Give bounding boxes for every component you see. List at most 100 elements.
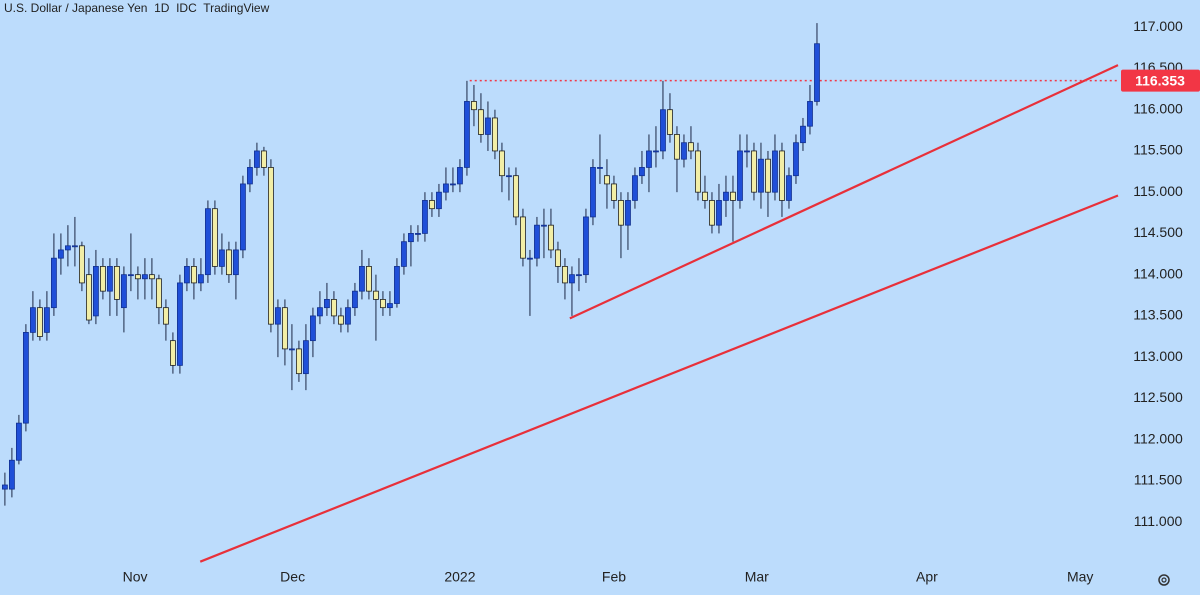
candle-body xyxy=(618,200,624,226)
candle-body xyxy=(457,167,463,185)
candle-body xyxy=(702,191,708,201)
y-tick-label: 114.500 xyxy=(1133,224,1183,240)
candle-body xyxy=(86,274,92,321)
candle-body xyxy=(352,290,358,309)
candle-body xyxy=(408,233,414,243)
candle-body xyxy=(37,307,43,337)
candle-body xyxy=(9,459,15,490)
candle-body xyxy=(310,315,316,342)
candle-body xyxy=(30,307,36,333)
candle-body xyxy=(373,290,379,300)
candle-body xyxy=(233,249,239,276)
candle-body xyxy=(282,307,288,350)
candle-body xyxy=(541,224,547,227)
candle-body xyxy=(499,150,505,177)
x-tick-label: Apr xyxy=(916,569,938,585)
candle-body xyxy=(212,208,218,267)
candle-body xyxy=(51,257,57,309)
candle-body xyxy=(471,101,477,111)
candle-body xyxy=(121,274,127,309)
candle-body xyxy=(548,224,554,251)
candle-body xyxy=(23,332,29,424)
candle-body xyxy=(338,315,344,325)
candle-body xyxy=(464,101,470,168)
trendline xyxy=(569,64,1119,320)
candle-body xyxy=(177,282,183,366)
candle-body xyxy=(772,150,778,193)
candle-body xyxy=(450,183,456,186)
candle-body xyxy=(247,167,253,185)
x-tick-label: May xyxy=(1067,569,1093,585)
price-label-box xyxy=(1121,69,1200,92)
candle-body xyxy=(163,307,169,325)
candle-body xyxy=(261,150,267,168)
candle-body xyxy=(793,142,799,177)
candle-body xyxy=(632,175,638,201)
candle-body xyxy=(737,150,743,201)
candle-body xyxy=(674,134,680,160)
x-tick-label: Dec xyxy=(280,569,305,585)
y-tick-label: 112.500 xyxy=(1133,389,1183,405)
candle-body xyxy=(639,167,645,177)
y-tick-label: 111.000 xyxy=(1134,513,1183,529)
candle-body xyxy=(268,167,274,325)
candle-body xyxy=(646,150,652,168)
candle-body xyxy=(184,266,190,284)
candle-body xyxy=(65,245,71,251)
x-tick-label: Feb xyxy=(602,569,626,585)
candle-body xyxy=(317,307,323,317)
trendline xyxy=(199,194,1119,563)
candle-body xyxy=(205,208,211,276)
candle-body xyxy=(415,233,421,235)
candle-body xyxy=(44,307,50,333)
candle-body xyxy=(611,183,617,201)
candle-body xyxy=(2,484,8,490)
candle-body xyxy=(506,175,512,178)
candle-body xyxy=(296,348,302,375)
chart-title: U.S. Dollar / Japanese Yen 1D IDC Tradin… xyxy=(4,1,270,15)
candle-body xyxy=(709,200,715,226)
candle-body xyxy=(324,299,330,309)
candle-body xyxy=(485,117,491,135)
candle-body xyxy=(688,142,694,152)
candle-body xyxy=(730,191,736,201)
y-tick-label: 117.000 xyxy=(1133,18,1183,34)
candle-body xyxy=(107,266,113,292)
y-tick-label: 115.000 xyxy=(1133,183,1183,199)
candle-body xyxy=(716,200,722,226)
settings-icon[interactable] xyxy=(1158,574,1170,586)
candle-body xyxy=(394,266,400,304)
candle-body xyxy=(156,278,162,309)
candle-body xyxy=(779,150,785,201)
candle-body xyxy=(576,274,582,277)
plot-area xyxy=(2,23,1119,563)
candle-body xyxy=(275,307,281,325)
candle-body xyxy=(226,249,232,276)
candle-body xyxy=(667,109,673,135)
candle-body xyxy=(240,183,246,251)
candle-body xyxy=(79,245,85,284)
candle-body xyxy=(723,191,729,201)
candle-body xyxy=(478,109,484,135)
y-tick-label: 113.000 xyxy=(1133,348,1183,364)
candle-body xyxy=(387,303,393,309)
candle-body xyxy=(695,150,701,193)
candle-body xyxy=(653,150,659,153)
x-tick-label: 2022 xyxy=(444,569,475,585)
candle-body xyxy=(555,249,561,267)
candle-body xyxy=(254,150,260,168)
candle-body xyxy=(807,101,813,127)
candle-body xyxy=(149,274,155,280)
candle-body xyxy=(604,175,610,185)
candle-body xyxy=(751,150,757,193)
candle-body xyxy=(198,274,204,284)
candle-body xyxy=(527,257,533,260)
candle-body xyxy=(569,274,575,284)
candle-body xyxy=(625,200,631,226)
candle-body xyxy=(744,150,750,153)
gear-ring xyxy=(1158,574,1170,586)
y-tick-label: 112.000 xyxy=(1133,430,1183,446)
candle-body xyxy=(534,224,540,259)
candle-body xyxy=(380,299,386,309)
candle-body xyxy=(583,216,589,276)
